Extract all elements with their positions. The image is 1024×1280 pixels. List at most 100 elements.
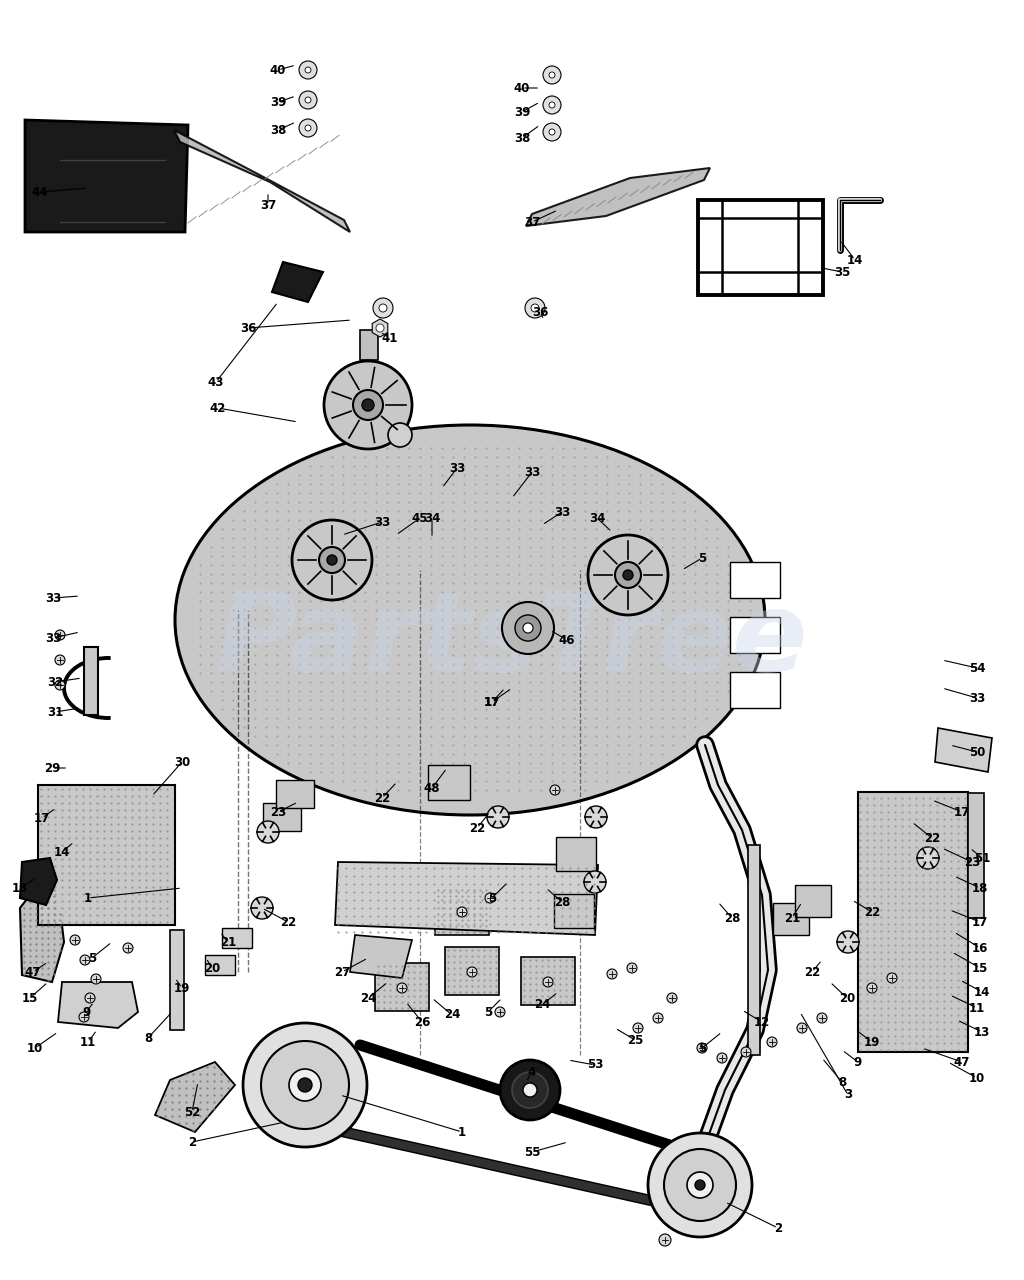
Polygon shape bbox=[174, 131, 350, 232]
Circle shape bbox=[376, 324, 384, 332]
FancyBboxPatch shape bbox=[263, 803, 301, 831]
Text: 5: 5 bbox=[698, 1042, 707, 1055]
Circle shape bbox=[887, 973, 897, 983]
Text: 38: 38 bbox=[514, 132, 530, 145]
Text: 33: 33 bbox=[554, 506, 570, 518]
Circle shape bbox=[305, 97, 311, 102]
Text: 53: 53 bbox=[587, 1059, 603, 1071]
Circle shape bbox=[867, 983, 877, 993]
Text: 17: 17 bbox=[484, 695, 500, 709]
Polygon shape bbox=[155, 1062, 234, 1132]
Text: 32: 32 bbox=[47, 676, 63, 689]
Circle shape bbox=[653, 1012, 663, 1023]
Text: 17: 17 bbox=[954, 805, 970, 818]
Text: 11: 11 bbox=[80, 1036, 96, 1048]
Text: 47: 47 bbox=[953, 1056, 970, 1069]
Circle shape bbox=[549, 72, 555, 78]
Text: 22: 22 bbox=[804, 965, 820, 978]
Bar bbox=[205, 955, 234, 975]
Text: 9: 9 bbox=[854, 1056, 862, 1069]
Text: 23: 23 bbox=[270, 805, 286, 818]
Circle shape bbox=[512, 1073, 548, 1108]
Circle shape bbox=[717, 1053, 727, 1062]
Text: 16: 16 bbox=[972, 942, 988, 955]
Circle shape bbox=[697, 1043, 707, 1053]
Circle shape bbox=[55, 680, 65, 690]
Text: 39: 39 bbox=[514, 105, 530, 119]
FancyBboxPatch shape bbox=[375, 963, 429, 1011]
Text: 28: 28 bbox=[724, 911, 740, 924]
Polygon shape bbox=[935, 728, 992, 772]
Polygon shape bbox=[335, 861, 598, 934]
Circle shape bbox=[797, 1023, 807, 1033]
Circle shape bbox=[457, 908, 467, 916]
Text: 4: 4 bbox=[528, 1065, 537, 1079]
Polygon shape bbox=[20, 858, 57, 905]
Text: 33: 33 bbox=[45, 631, 61, 645]
Bar bbox=[360, 330, 378, 360]
FancyBboxPatch shape bbox=[795, 884, 831, 916]
Text: 8: 8 bbox=[838, 1075, 846, 1088]
Bar bbox=[748, 845, 760, 1055]
Text: 33: 33 bbox=[969, 691, 985, 704]
Circle shape bbox=[305, 125, 311, 131]
Circle shape bbox=[588, 535, 668, 614]
Circle shape bbox=[85, 993, 95, 1004]
Circle shape bbox=[549, 129, 555, 134]
Circle shape bbox=[55, 655, 65, 666]
Text: 26: 26 bbox=[414, 1015, 430, 1029]
Circle shape bbox=[515, 614, 541, 641]
Text: 22: 22 bbox=[280, 915, 296, 928]
Text: 33: 33 bbox=[374, 516, 390, 529]
Text: 10: 10 bbox=[969, 1071, 985, 1084]
Circle shape bbox=[667, 993, 677, 1004]
Circle shape bbox=[388, 422, 412, 447]
Circle shape bbox=[299, 91, 317, 109]
Circle shape bbox=[623, 570, 633, 580]
Circle shape bbox=[485, 893, 495, 902]
Text: 10: 10 bbox=[27, 1042, 43, 1055]
Circle shape bbox=[543, 977, 553, 987]
Circle shape bbox=[353, 390, 383, 420]
Circle shape bbox=[362, 399, 374, 411]
Text: 8: 8 bbox=[144, 1032, 153, 1044]
Circle shape bbox=[91, 974, 101, 984]
Text: 2: 2 bbox=[188, 1135, 196, 1148]
Text: 17: 17 bbox=[34, 812, 50, 824]
Circle shape bbox=[324, 361, 412, 449]
FancyBboxPatch shape bbox=[435, 887, 489, 934]
Polygon shape bbox=[20, 882, 65, 982]
Circle shape bbox=[607, 969, 617, 979]
Circle shape bbox=[523, 1083, 537, 1097]
Circle shape bbox=[379, 305, 387, 312]
Text: 21: 21 bbox=[220, 936, 237, 948]
Circle shape bbox=[767, 1037, 777, 1047]
Text: 33: 33 bbox=[449, 462, 465, 475]
Text: 13: 13 bbox=[974, 1025, 990, 1038]
Bar bbox=[730, 672, 780, 708]
FancyBboxPatch shape bbox=[276, 780, 314, 808]
Text: 39: 39 bbox=[269, 96, 286, 109]
Text: 20: 20 bbox=[204, 961, 220, 974]
Circle shape bbox=[373, 298, 393, 317]
Text: 15: 15 bbox=[972, 961, 988, 974]
Bar bbox=[84, 646, 98, 716]
Text: 18: 18 bbox=[972, 882, 988, 895]
Text: 34: 34 bbox=[589, 512, 605, 525]
Text: 17: 17 bbox=[484, 695, 500, 709]
Text: 5: 5 bbox=[88, 951, 96, 965]
Text: 45: 45 bbox=[412, 512, 428, 525]
Text: 44: 44 bbox=[32, 186, 48, 198]
Text: 17: 17 bbox=[972, 915, 988, 928]
Circle shape bbox=[70, 934, 80, 945]
Text: 40: 40 bbox=[514, 82, 530, 95]
Text: 1: 1 bbox=[458, 1125, 466, 1138]
Circle shape bbox=[298, 1078, 312, 1092]
Text: 28: 28 bbox=[554, 896, 570, 909]
Text: PartsTree: PartsTree bbox=[216, 586, 808, 694]
Text: 48: 48 bbox=[424, 782, 440, 795]
FancyBboxPatch shape bbox=[445, 947, 499, 995]
Text: 36: 36 bbox=[240, 321, 256, 334]
Polygon shape bbox=[25, 120, 188, 232]
Circle shape bbox=[502, 602, 554, 654]
